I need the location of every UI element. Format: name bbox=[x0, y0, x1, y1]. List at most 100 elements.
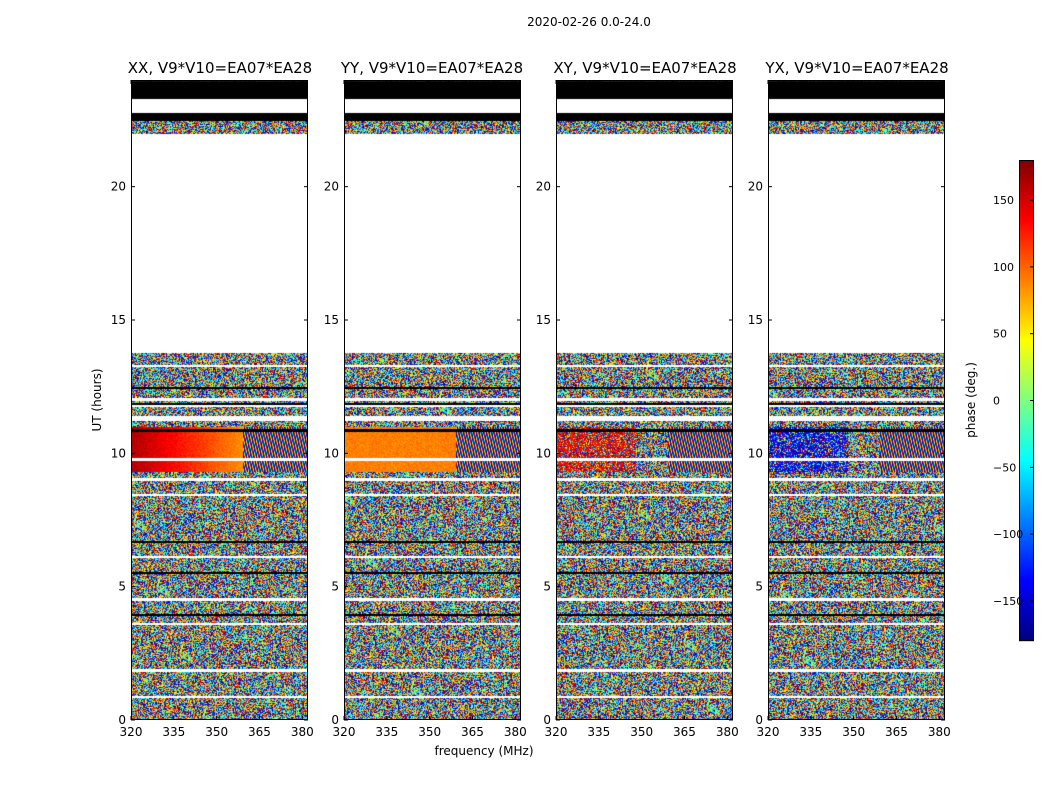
y-tick-label: 0 bbox=[331, 713, 339, 727]
panel-title-xy: XY, V9*V10=EA07*EA28 bbox=[553, 59, 736, 77]
colorbar-slice bbox=[1019, 552, 1034, 554]
colorbar-slice bbox=[1019, 248, 1034, 250]
colorbar-slice bbox=[1019, 569, 1034, 571]
colorbar-slice bbox=[1019, 268, 1034, 270]
colorbar-slice bbox=[1019, 372, 1034, 374]
colorbar-slice bbox=[1019, 470, 1034, 472]
colorbar-slice bbox=[1019, 231, 1034, 233]
colorbar-slice bbox=[1019, 286, 1034, 288]
colorbar-slice bbox=[1019, 407, 1034, 409]
colorbar-slice bbox=[1019, 331, 1034, 333]
colorbar-slice bbox=[1019, 504, 1034, 506]
colorbar-slice bbox=[1019, 179, 1034, 181]
colorbar-slice bbox=[1019, 385, 1034, 387]
colorbar-slice bbox=[1019, 293, 1034, 295]
colorbar-slice bbox=[1019, 587, 1034, 589]
colorbar-slice bbox=[1019, 220, 1034, 222]
x-tick-label: 335 bbox=[162, 725, 185, 739]
colorbar-slice bbox=[1019, 192, 1034, 194]
colorbar-slice bbox=[1019, 375, 1034, 377]
colorbar-slice bbox=[1019, 298, 1034, 300]
colorbar-slice bbox=[1019, 631, 1034, 633]
colorbar-slice bbox=[1019, 445, 1034, 447]
colorbar-slice bbox=[1019, 181, 1034, 183]
colorbar-slice bbox=[1019, 436, 1034, 438]
colorbar-slice bbox=[1019, 381, 1034, 383]
heatmap-yy bbox=[344, 80, 521, 720]
colorbar-slice bbox=[1019, 447, 1034, 449]
colorbar-slice bbox=[1019, 442, 1034, 444]
colorbar-slice bbox=[1019, 515, 1034, 517]
colorbar-slice bbox=[1019, 465, 1034, 467]
colorbar-slice bbox=[1019, 520, 1034, 522]
axes-frame-yy bbox=[344, 80, 521, 720]
colorbar-slice bbox=[1019, 223, 1034, 225]
colorbar-slice bbox=[1019, 475, 1034, 477]
colorbar-slice bbox=[1019, 565, 1034, 567]
colorbar-slice bbox=[1019, 488, 1034, 490]
heatmap-image bbox=[344, 80, 521, 720]
colorbar-slice bbox=[1019, 308, 1034, 310]
colorbar-slice bbox=[1019, 527, 1034, 529]
colorbar-slice bbox=[1019, 329, 1034, 331]
colorbar-slice bbox=[1019, 456, 1034, 458]
colorbar-slice bbox=[1019, 395, 1034, 397]
colorbar-slice bbox=[1019, 628, 1034, 630]
colorbar-slice bbox=[1019, 224, 1034, 226]
colorbar-slice bbox=[1019, 418, 1034, 420]
colorbar-slice bbox=[1019, 496, 1034, 498]
colorbar-slice bbox=[1019, 383, 1034, 385]
colorbar-slice bbox=[1019, 391, 1034, 393]
colorbar-ticks: −150 −100 −50 0 50 100 150 bbox=[993, 194, 1034, 608]
colorbar-slice bbox=[1019, 608, 1034, 610]
colorbar-slice bbox=[1019, 550, 1034, 552]
colorbar-tick-label: 0 bbox=[993, 395, 1000, 408]
colorbar-slice bbox=[1019, 432, 1034, 434]
colorbar-slice bbox=[1019, 304, 1034, 306]
colorbar-slice bbox=[1019, 412, 1034, 414]
colorbar-slice bbox=[1019, 303, 1034, 305]
colorbar-slice bbox=[1019, 318, 1034, 320]
colorbar-slice bbox=[1019, 560, 1034, 562]
colorbar-slice bbox=[1019, 441, 1034, 443]
colorbar-slice bbox=[1019, 539, 1034, 541]
colorbar-slice bbox=[1019, 409, 1034, 411]
colorbar-slice bbox=[1019, 200, 1034, 202]
colorbar-slice bbox=[1019, 226, 1034, 228]
colorbar-tick-label: 100 bbox=[993, 261, 1014, 274]
colorbar-slice bbox=[1019, 459, 1034, 461]
colorbar-slice bbox=[1019, 386, 1034, 388]
ticks-xx: 320 335 350 365 380 0 5 10 15 20 bbox=[111, 80, 314, 739]
colorbar-slice bbox=[1019, 289, 1034, 291]
colorbar-slice bbox=[1019, 429, 1034, 431]
colorbar-slice bbox=[1019, 227, 1034, 229]
colorbar-slice bbox=[1019, 168, 1034, 170]
y-tick-label: 0 bbox=[755, 713, 763, 727]
colorbar-slice bbox=[1019, 194, 1034, 196]
colorbar-slice bbox=[1019, 235, 1034, 237]
y-axis-label: UT (hours) bbox=[90, 368, 104, 431]
colorbar-slice bbox=[1019, 272, 1034, 274]
colorbar-slice bbox=[1019, 433, 1034, 435]
colorbar-slice bbox=[1019, 205, 1034, 207]
colorbar-slice bbox=[1019, 453, 1034, 455]
colorbar-slice bbox=[1019, 579, 1034, 581]
colorbar-slice bbox=[1019, 348, 1034, 350]
colorbar-slice bbox=[1019, 589, 1034, 591]
colorbar-slice bbox=[1019, 598, 1034, 600]
ticks-yy: 320 335 350 365 380 0 5 10 15 20 bbox=[324, 80, 527, 739]
x-tick-label: 365 bbox=[461, 725, 484, 739]
colorbar-slice bbox=[1019, 398, 1034, 400]
colorbar-slice bbox=[1019, 275, 1034, 277]
x-tick-label: 350 bbox=[630, 725, 653, 739]
colorbar-slice bbox=[1019, 228, 1034, 230]
colorbar-slice bbox=[1019, 244, 1034, 246]
colorbar-slice bbox=[1019, 624, 1034, 626]
colorbar-slice bbox=[1019, 607, 1034, 609]
colorbar-slice bbox=[1019, 301, 1034, 303]
colorbar-slice bbox=[1019, 546, 1034, 548]
colorbar-slice bbox=[1019, 425, 1034, 427]
colorbar-slice bbox=[1019, 364, 1034, 366]
colorbar-slice bbox=[1019, 638, 1034, 640]
colorbar-slice bbox=[1019, 557, 1034, 559]
